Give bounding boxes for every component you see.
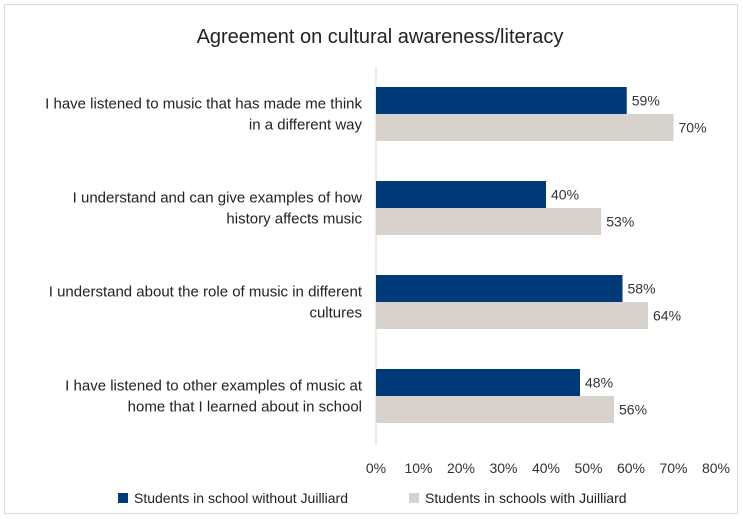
category-label-4-line-1: I have listened to other examples of mus… bbox=[65, 378, 363, 395]
category-label-2-line-2: history affects music bbox=[226, 211, 362, 228]
bar-without-juilliard-4 bbox=[376, 369, 580, 396]
bar-without-juilliard-3 bbox=[376, 275, 623, 302]
x-tick-70: 70% bbox=[659, 460, 687, 476]
data-label-with-1: 70% bbox=[679, 120, 707, 136]
chart-title: Agreement on cultural awareness/literacy bbox=[197, 26, 564, 48]
category-label-4-line-2: home that I learned about in school bbox=[128, 399, 362, 416]
legend-swatch-with-juilliard bbox=[409, 493, 419, 503]
legend-swatch-without-juilliard bbox=[118, 493, 128, 503]
category-label-3-line-1: I understand about the role of music in … bbox=[49, 284, 363, 301]
data-label-with-4: 56% bbox=[619, 402, 647, 418]
x-tick-20: 20% bbox=[447, 460, 475, 476]
data-label-without-3: 58% bbox=[628, 281, 656, 297]
x-tick-labels: 0% 10% 20% 30% 40% 50% 60% 70% 80% bbox=[366, 460, 730, 476]
data-label-with-3: 64% bbox=[653, 308, 681, 324]
x-tick-40: 40% bbox=[532, 460, 560, 476]
legend-label-with-juilliard: Students in schools with Juilliard bbox=[425, 490, 627, 506]
x-tick-80: 80% bbox=[702, 460, 730, 476]
bar-without-juilliard-2 bbox=[376, 181, 546, 208]
category-label-1-line-1: I have listened to music that has made m… bbox=[45, 96, 362, 113]
x-tick-0: 0% bbox=[366, 460, 386, 476]
category-label-2-line-1: I understand and can give examples of ho… bbox=[73, 190, 363, 207]
x-tick-60: 60% bbox=[617, 460, 645, 476]
x-tick-30: 30% bbox=[489, 460, 517, 476]
category-labels: I have listened to music that has made m… bbox=[45, 96, 363, 416]
bar-with-juilliard-1 bbox=[376, 114, 674, 141]
data-label-without-4: 48% bbox=[585, 375, 613, 391]
bar-with-juilliard-3 bbox=[376, 302, 648, 329]
x-tick-10: 10% bbox=[404, 460, 432, 476]
data-label-without-2: 40% bbox=[551, 187, 579, 203]
bars-group: 59% 70% 40% 53% 58% 64% 48% 56% bbox=[376, 87, 707, 423]
bar-without-juilliard-1 bbox=[376, 87, 627, 114]
category-label-3-line-2: cultures bbox=[309, 305, 362, 322]
bar-with-juilliard-2 bbox=[376, 208, 602, 235]
data-label-without-1: 59% bbox=[632, 93, 660, 109]
data-label-with-2: 53% bbox=[606, 214, 634, 230]
x-tick-50: 50% bbox=[574, 460, 602, 476]
legend-label-without-juilliard: Students in school without Juilliard bbox=[134, 490, 348, 506]
bar-chart: Agreement on cultural awareness/literacy… bbox=[45, 26, 730, 506]
chart-frame: Agreement on cultural awareness/literacy… bbox=[4, 4, 738, 514]
category-label-1-line-2: in a different way bbox=[249, 117, 363, 134]
bar-with-juilliard-4 bbox=[376, 396, 614, 423]
legend: Students in school without Juilliard Stud… bbox=[118, 490, 627, 506]
